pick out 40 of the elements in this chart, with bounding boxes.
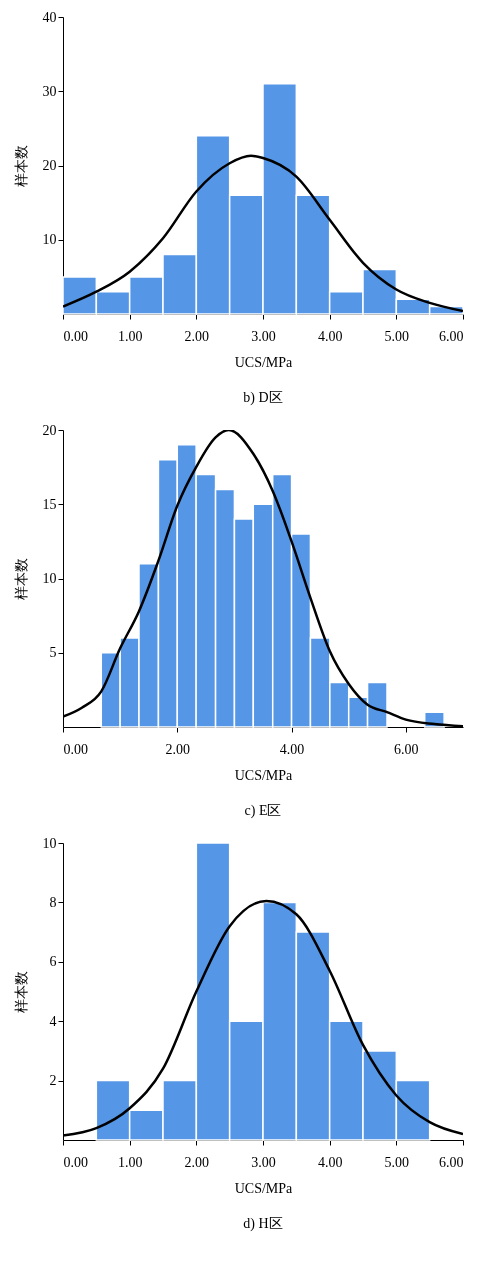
text: c) E区 xyxy=(244,803,282,819)
y-tick-label: 10 xyxy=(42,835,57,851)
x-tick-label: 5.00 xyxy=(384,1154,410,1170)
x-axis-title: UCS/MPa xyxy=(234,1180,294,1196)
x-tick-label: 6.00 xyxy=(439,1154,464,1170)
x-tick-label: 3.00 xyxy=(251,1154,276,1170)
x-tick-label: 4.00 xyxy=(279,741,305,757)
x-tick-label: 2.00 xyxy=(165,741,191,757)
y-axis-title: 样本数 xyxy=(13,145,29,187)
x-tick-label: 4.00 xyxy=(317,328,343,344)
x-tick-label: 1.00 xyxy=(117,328,143,344)
y-tick-label: 20 xyxy=(42,422,57,438)
x-tick-label: 2.00 xyxy=(184,1154,210,1170)
x-tick-label: 0.00 xyxy=(63,741,88,757)
x-tick-label: 0.00 xyxy=(63,328,88,344)
y-tick-label: 2 xyxy=(49,1073,57,1089)
x-tick-label: 6.00 xyxy=(439,328,464,344)
x-tick-label: 0.00 xyxy=(63,1154,88,1170)
x-tick-label: 6.00 xyxy=(394,741,419,757)
y-tick-label: 4 xyxy=(49,1013,57,1029)
y-axis-title: 样本数 xyxy=(13,971,29,1013)
x-axis-title: UCS/MPa xyxy=(234,354,294,370)
y-tick-label: 20 xyxy=(42,158,57,173)
x-tick-label: 4.00 xyxy=(317,1154,343,1170)
y-tick-label: 30 xyxy=(42,83,57,99)
text: d) H区 xyxy=(243,1216,283,1232)
y-tick-label: 10 xyxy=(42,571,57,586)
x-tick-label: 3.00 xyxy=(251,328,276,344)
y-tick-label: 8 xyxy=(49,894,57,910)
y-axis-title: 样本数 xyxy=(13,558,29,600)
x-axis-title: UCS/MPa xyxy=(234,767,294,783)
x-tick-label: 2.00 xyxy=(184,328,210,344)
y-tick-label: 5 xyxy=(49,645,57,661)
y-tick-label: 6 xyxy=(49,954,57,970)
y-tick-label: 40 xyxy=(42,9,57,25)
x-tick-label: 1.00 xyxy=(117,1154,143,1170)
y-tick-label: 10 xyxy=(42,232,57,248)
y-tick-label: 15 xyxy=(42,496,57,512)
x-tick-label: 5.00 xyxy=(384,328,410,344)
text: b) D区 xyxy=(243,390,283,406)
